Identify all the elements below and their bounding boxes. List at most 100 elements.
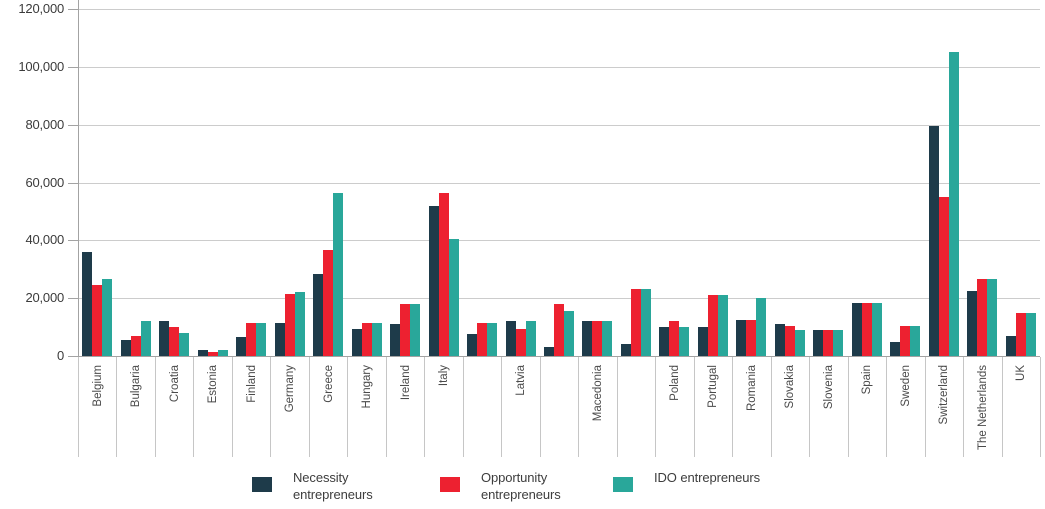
x-axis-label: Estonia — [207, 365, 220, 404]
x-axis-label: Slovenia — [822, 365, 835, 410]
bar-ido-entrepreneurs — [217, 350, 228, 356]
bar-group-germany — [270, 0, 308, 356]
bar-ido-entrepreneurs — [948, 52, 959, 356]
bar-opportunity-entrepreneurs — [900, 326, 911, 356]
x-axis-cell-spain: Spain — [847, 357, 886, 457]
bar-necessity-entrepreneurs — [890, 342, 901, 356]
bar-opportunity-entrepreneurs — [977, 279, 988, 356]
y-axis-label: 60,000 — [25, 175, 64, 190]
bar-opportunity-entrepreneurs — [246, 323, 257, 356]
bar-ido-entrepreneurs — [448, 239, 459, 356]
y-axis-label: 0 — [56, 348, 64, 363]
x-axis-label: Latvia — [515, 365, 527, 396]
bar-ido-entrepreneurs — [333, 193, 344, 356]
bar-necessity-entrepreneurs — [274, 323, 285, 356]
x-axis-cell-italy: Italy — [424, 357, 462, 457]
bar-group-unlabeled-12 — [540, 0, 578, 356]
bar-group-switzerland — [925, 0, 963, 356]
bar-opportunity-entrepreneurs — [323, 250, 334, 356]
x-axis-label: UK — [1015, 365, 1028, 381]
bar-ido-entrepreneurs — [717, 295, 728, 356]
bar-group-latvia — [501, 0, 539, 356]
x-axis-cell-slovakia: Slovakia — [770, 357, 809, 457]
bar-group-sweden — [886, 0, 924, 356]
bar-group-hungary — [347, 0, 385, 356]
x-axis-cell-hungary: Hungary — [347, 357, 385, 457]
bar-group-italy — [424, 0, 462, 356]
bar-opportunity-entrepreneurs — [130, 336, 141, 356]
x-axis-cell-portugal: Portugal — [693, 357, 732, 457]
bar-opportunity-entrepreneurs — [938, 197, 949, 356]
bar-opportunity-entrepreneurs — [169, 327, 180, 356]
bar-opportunity-entrepreneurs — [707, 295, 718, 356]
bar-opportunity-entrepreneurs — [207, 352, 218, 356]
x-axis-label: Macedonia — [591, 365, 604, 422]
bar-ido-entrepreneurs — [640, 289, 651, 356]
bar-ido-entrepreneurs — [140, 321, 151, 356]
bar-necessity-entrepreneurs — [467, 334, 478, 356]
x-axis-label: Switzerland — [938, 365, 951, 425]
bar-ido-entrepreneurs — [602, 321, 613, 356]
bar-necessity-entrepreneurs — [120, 340, 131, 356]
bar-ido-entrepreneurs — [371, 323, 382, 356]
bar-necessity-entrepreneurs — [351, 329, 362, 356]
gridline — [79, 125, 1040, 126]
bar-opportunity-entrepreneurs — [861, 303, 872, 356]
bar-ido-entrepreneurs — [794, 330, 805, 356]
bar-opportunity-entrepreneurs — [477, 323, 488, 356]
bar-necessity-entrepreneurs — [967, 291, 978, 356]
bar-opportunity-entrepreneurs — [823, 330, 834, 356]
x-axis-cell-macedonia: Macedonia — [578, 357, 616, 457]
bar-ido-entrepreneurs — [294, 292, 305, 356]
y-axis-tick — [68, 9, 78, 10]
bar-necessity-entrepreneurs — [697, 327, 708, 356]
x-axis-cell-romania: Romania — [732, 357, 770, 457]
bar-group-croatia — [155, 0, 193, 356]
bar-ido-entrepreneurs — [1025, 313, 1036, 356]
bar-group-ireland — [386, 0, 424, 356]
bar-necessity-entrepreneurs — [813, 330, 824, 356]
x-axis-cell-switzerland: Switzerland — [924, 357, 963, 457]
x-axis-label: Germany — [284, 365, 297, 413]
y-axis-label: 120,000 — [18, 1, 64, 16]
bar-group-slovenia — [809, 0, 847, 356]
y-axis-label: 20,000 — [25, 290, 64, 305]
bar-group-poland — [655, 0, 693, 356]
x-axis-cell-the-netherlands: The Netherlands — [963, 357, 1001, 457]
y-axis-label: 40,000 — [25, 232, 64, 247]
x-axis-label: Romania — [745, 365, 758, 412]
x-axis-cell-uk: UK — [1001, 357, 1040, 457]
y-axis-label: 100,000 — [18, 59, 64, 74]
x-axis-label: Belgium — [91, 365, 104, 407]
bar-necessity-entrepreneurs — [505, 321, 516, 356]
x-axis-cell-estonia: Estonia — [193, 357, 231, 457]
bar-necessity-entrepreneurs — [582, 321, 593, 356]
x-axis-cell-unlabeled-12 — [539, 357, 578, 457]
bar-necessity-entrepreneurs — [620, 344, 631, 356]
bar-ido-entrepreneurs — [679, 327, 690, 356]
x-axis-label: Slovakia — [784, 365, 797, 409]
bar-opportunity-entrepreneurs — [784, 326, 795, 356]
bar-group-romania — [732, 0, 770, 356]
bar-group-the-netherlands — [963, 0, 1001, 356]
y-axis-tick — [68, 183, 78, 184]
bar-ido-entrepreneurs — [256, 323, 267, 356]
x-axis-label: Finland — [245, 365, 258, 403]
x-axis-cell-greece: Greece — [308, 357, 347, 457]
bar-necessity-entrepreneurs — [159, 321, 170, 356]
y-axis-tick — [68, 125, 78, 126]
bar-group-finland — [232, 0, 270, 356]
x-axis-cell-ireland: Ireland — [385, 357, 424, 457]
bar-necessity-entrepreneurs — [774, 324, 785, 356]
x-axis-label: Croatia — [168, 365, 181, 403]
bar-group-bulgaria — [116, 0, 154, 356]
bar-group-spain — [848, 0, 886, 356]
bar-opportunity-entrepreneurs — [92, 285, 103, 356]
x-axis-cell-latvia: Latvia — [501, 357, 539, 457]
bar-necessity-entrepreneurs — [736, 320, 747, 356]
bar-ido-entrepreneurs — [410, 304, 421, 356]
x-axis-cell-finland: Finland — [231, 357, 270, 457]
y-axis-tick — [68, 240, 78, 241]
